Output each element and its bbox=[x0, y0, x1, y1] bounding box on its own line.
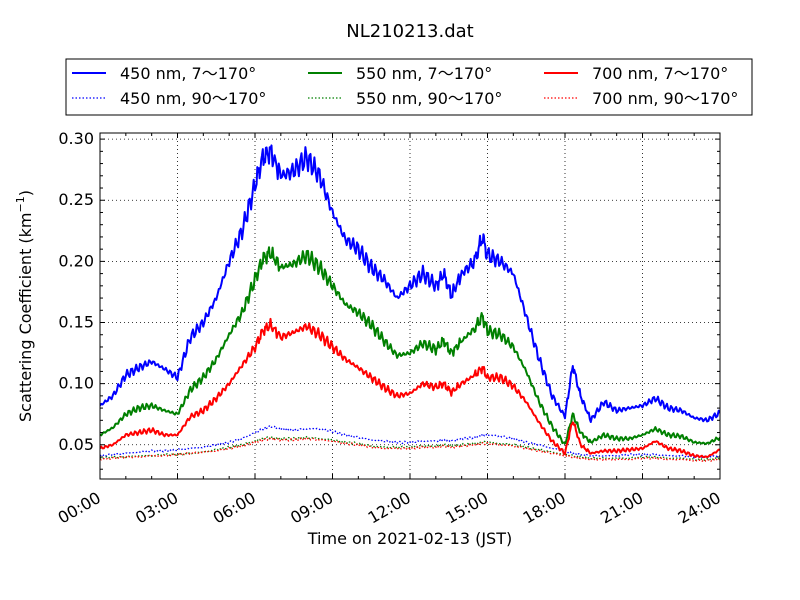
legend-label: 550 nm, 90～170° bbox=[356, 89, 502, 108]
y-axis-label: Scattering Coefficient (km−1) bbox=[14, 190, 35, 422]
legend-label: 450 nm, 7～170° bbox=[120, 64, 256, 83]
legend-label: 700 nm, 90～170° bbox=[592, 89, 738, 108]
legend-box bbox=[65, 58, 753, 116]
series-line-550-nm-7-170 bbox=[100, 246, 720, 446]
series-line-550-nm-90-170 bbox=[100, 435, 720, 461]
chart-title: NL210213.dat bbox=[346, 21, 473, 42]
y-tick-label: 0.15 bbox=[58, 313, 94, 332]
plot-frame bbox=[99, 132, 721, 480]
y-tick-labels: 0.05 0.10 0.15 0.20 0.25 0.30 bbox=[58, 129, 94, 454]
legend-label: 450 nm, 90～170° bbox=[120, 89, 266, 108]
series-group bbox=[100, 144, 720, 463]
x-axis-label: Time on 2021-02-13 (JST) bbox=[307, 529, 512, 548]
series-line-450-nm-7-170 bbox=[100, 144, 720, 423]
y-tick-label: 0.05 bbox=[58, 435, 94, 454]
y-tick-label: 0.30 bbox=[58, 129, 94, 148]
legend-label: 700 nm, 7～170° bbox=[592, 64, 728, 83]
y-tick-label: 0.10 bbox=[58, 374, 94, 393]
y-axis-label-main: Scattering Coefficient (km bbox=[16, 212, 35, 422]
y-axis-label-close: ) bbox=[16, 190, 35, 196]
y-tick-label: 0.20 bbox=[58, 251, 94, 270]
series-line-700-nm-90-170 bbox=[100, 437, 720, 463]
legend-label: 550 nm, 7～170° bbox=[356, 64, 492, 83]
y-axis-label-exponent: −1 bbox=[14, 196, 27, 212]
legend: 450 nm, 7～170° 550 nm, 7～170° 700 nm, 7～17… bbox=[65, 58, 753, 116]
y-tick-label: 0.25 bbox=[58, 190, 94, 209]
series-line-700-nm-7-170 bbox=[100, 317, 720, 459]
